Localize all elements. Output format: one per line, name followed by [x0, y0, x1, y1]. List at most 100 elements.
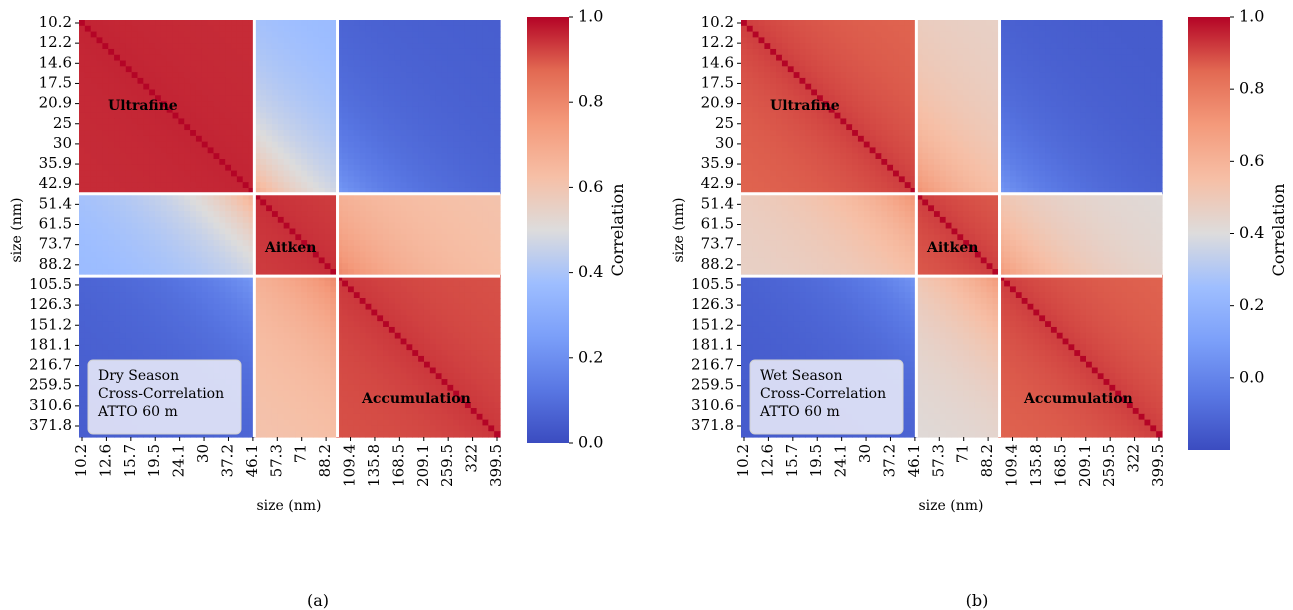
heatmap-cell	[266, 234, 273, 241]
heatmap-cell	[324, 402, 332, 409]
heatmap-cell	[254, 141, 261, 149]
heatmap-cell	[248, 402, 256, 409]
heatmap-cell	[359, 89, 367, 96]
heatmap-cell	[160, 338, 168, 345]
heatmap-cell	[207, 257, 215, 264]
heatmap-cell	[342, 292, 349, 299]
heatmap-cell	[248, 280, 256, 288]
heatmap-cell	[131, 280, 139, 288]
heatmap-cell	[254, 112, 261, 120]
heatmap-cell	[213, 187, 220, 195]
heatmap-cell	[96, 234, 103, 241]
heatmap-cell	[453, 390, 460, 398]
heatmap-cell	[476, 130, 484, 137]
heatmap-cell	[336, 379, 343, 386]
heatmap-cell	[429, 164, 437, 172]
heatmap-cell	[201, 89, 209, 96]
heatmap-cell	[137, 298, 144, 305]
heatmap-cell	[324, 83, 332, 91]
heatmap-cell	[277, 135, 285, 143]
heatmap-cell	[277, 257, 285, 264]
heatmap-cell	[283, 164, 291, 172]
heatmap-cell	[318, 216, 326, 224]
heatmap-cell	[195, 37, 203, 44]
heatmap-cell	[318, 384, 326, 392]
heatmap-cell	[155, 89, 162, 96]
heatmap-cell	[125, 216, 133, 224]
heatmap-cell	[172, 170, 180, 177]
heatmap-cell	[219, 228, 226, 235]
heatmap-cell	[96, 211, 103, 218]
heatmap-cell	[242, 292, 250, 299]
heatmap-cell	[155, 31, 162, 38]
heatmap-cell	[453, 332, 460, 340]
heatmap-cell	[359, 332, 367, 340]
heatmap-cell	[301, 89, 308, 96]
heatmap-cell	[359, 321, 367, 328]
heatmap-cell	[236, 274, 244, 282]
heatmap-cell	[277, 112, 285, 120]
heatmap-cell	[213, 321, 220, 328]
heatmap-cell	[406, 396, 413, 403]
heatmap-cell	[143, 187, 150, 195]
heatmap-cell	[377, 54, 384, 62]
heatmap-cell	[119, 338, 127, 345]
heatmap-cell	[160, 263, 168, 270]
heatmap-cell	[353, 20, 361, 27]
heatmap-cell	[213, 48, 220, 56]
heatmap-cell	[330, 164, 337, 172]
heatmap-cell	[447, 245, 454, 253]
heatmap-cell	[429, 298, 437, 305]
heatmap-cell	[137, 112, 144, 120]
heatmap-cell	[184, 124, 191, 131]
heatmap-cell	[236, 43, 244, 50]
heatmap-cell	[184, 292, 191, 299]
heatmap-cell	[435, 130, 443, 137]
heatmap-cell	[447, 280, 454, 288]
heatmap-cell	[464, 373, 472, 380]
heatmap-cell	[412, 95, 419, 102]
heatmap-cell	[131, 37, 139, 44]
heatmap-cell	[301, 211, 308, 218]
heatmap-cell	[271, 135, 279, 143]
heatmap-cell	[108, 147, 115, 154]
heatmap-cell	[365, 130, 372, 137]
heatmap-cell	[336, 170, 343, 177]
heatmap-cell	[119, 141, 127, 149]
heatmap-cell	[400, 164, 408, 172]
heatmap-cell	[347, 240, 355, 247]
heatmap-cell	[312, 182, 320, 189]
heatmap-cell	[160, 60, 168, 67]
heatmap-cell	[260, 66, 267, 73]
heatmap-cell	[371, 176, 378, 183]
heatmap-cell	[330, 31, 337, 38]
heatmap-cell	[301, 309, 308, 316]
heatmap-cell	[312, 280, 320, 288]
heatmap-cell	[488, 106, 495, 114]
heatmap-cell	[371, 344, 378, 351]
heatmap-cell	[494, 25, 501, 33]
heatmap-cell	[254, 315, 261, 322]
heatmap-cell	[324, 367, 332, 374]
heatmap-cell	[271, 413, 279, 421]
heatmap-cell	[347, 315, 355, 322]
heatmap-cell	[295, 141, 302, 149]
heatmap-cell	[178, 274, 185, 282]
heatmap-cell	[195, 193, 203, 201]
heatmap-cell	[494, 48, 501, 56]
heatmap-cell	[225, 274, 232, 282]
heatmap-cell	[96, 182, 103, 189]
heatmap-cell	[149, 216, 156, 224]
heatmap-cell	[406, 193, 413, 201]
heatmap-cell	[231, 48, 238, 56]
heatmap-cell	[347, 164, 355, 172]
heatmap-cell	[271, 402, 279, 409]
heatmap-cell	[184, 263, 191, 270]
heatmap-cell	[482, 269, 489, 276]
heatmap-cell	[195, 216, 203, 224]
heatmap-cell	[342, 31, 349, 38]
heatmap-cell	[207, 54, 215, 62]
heatmap-cell	[301, 170, 308, 177]
heatmap-cell	[79, 83, 86, 91]
heatmap-cell	[383, 77, 390, 85]
